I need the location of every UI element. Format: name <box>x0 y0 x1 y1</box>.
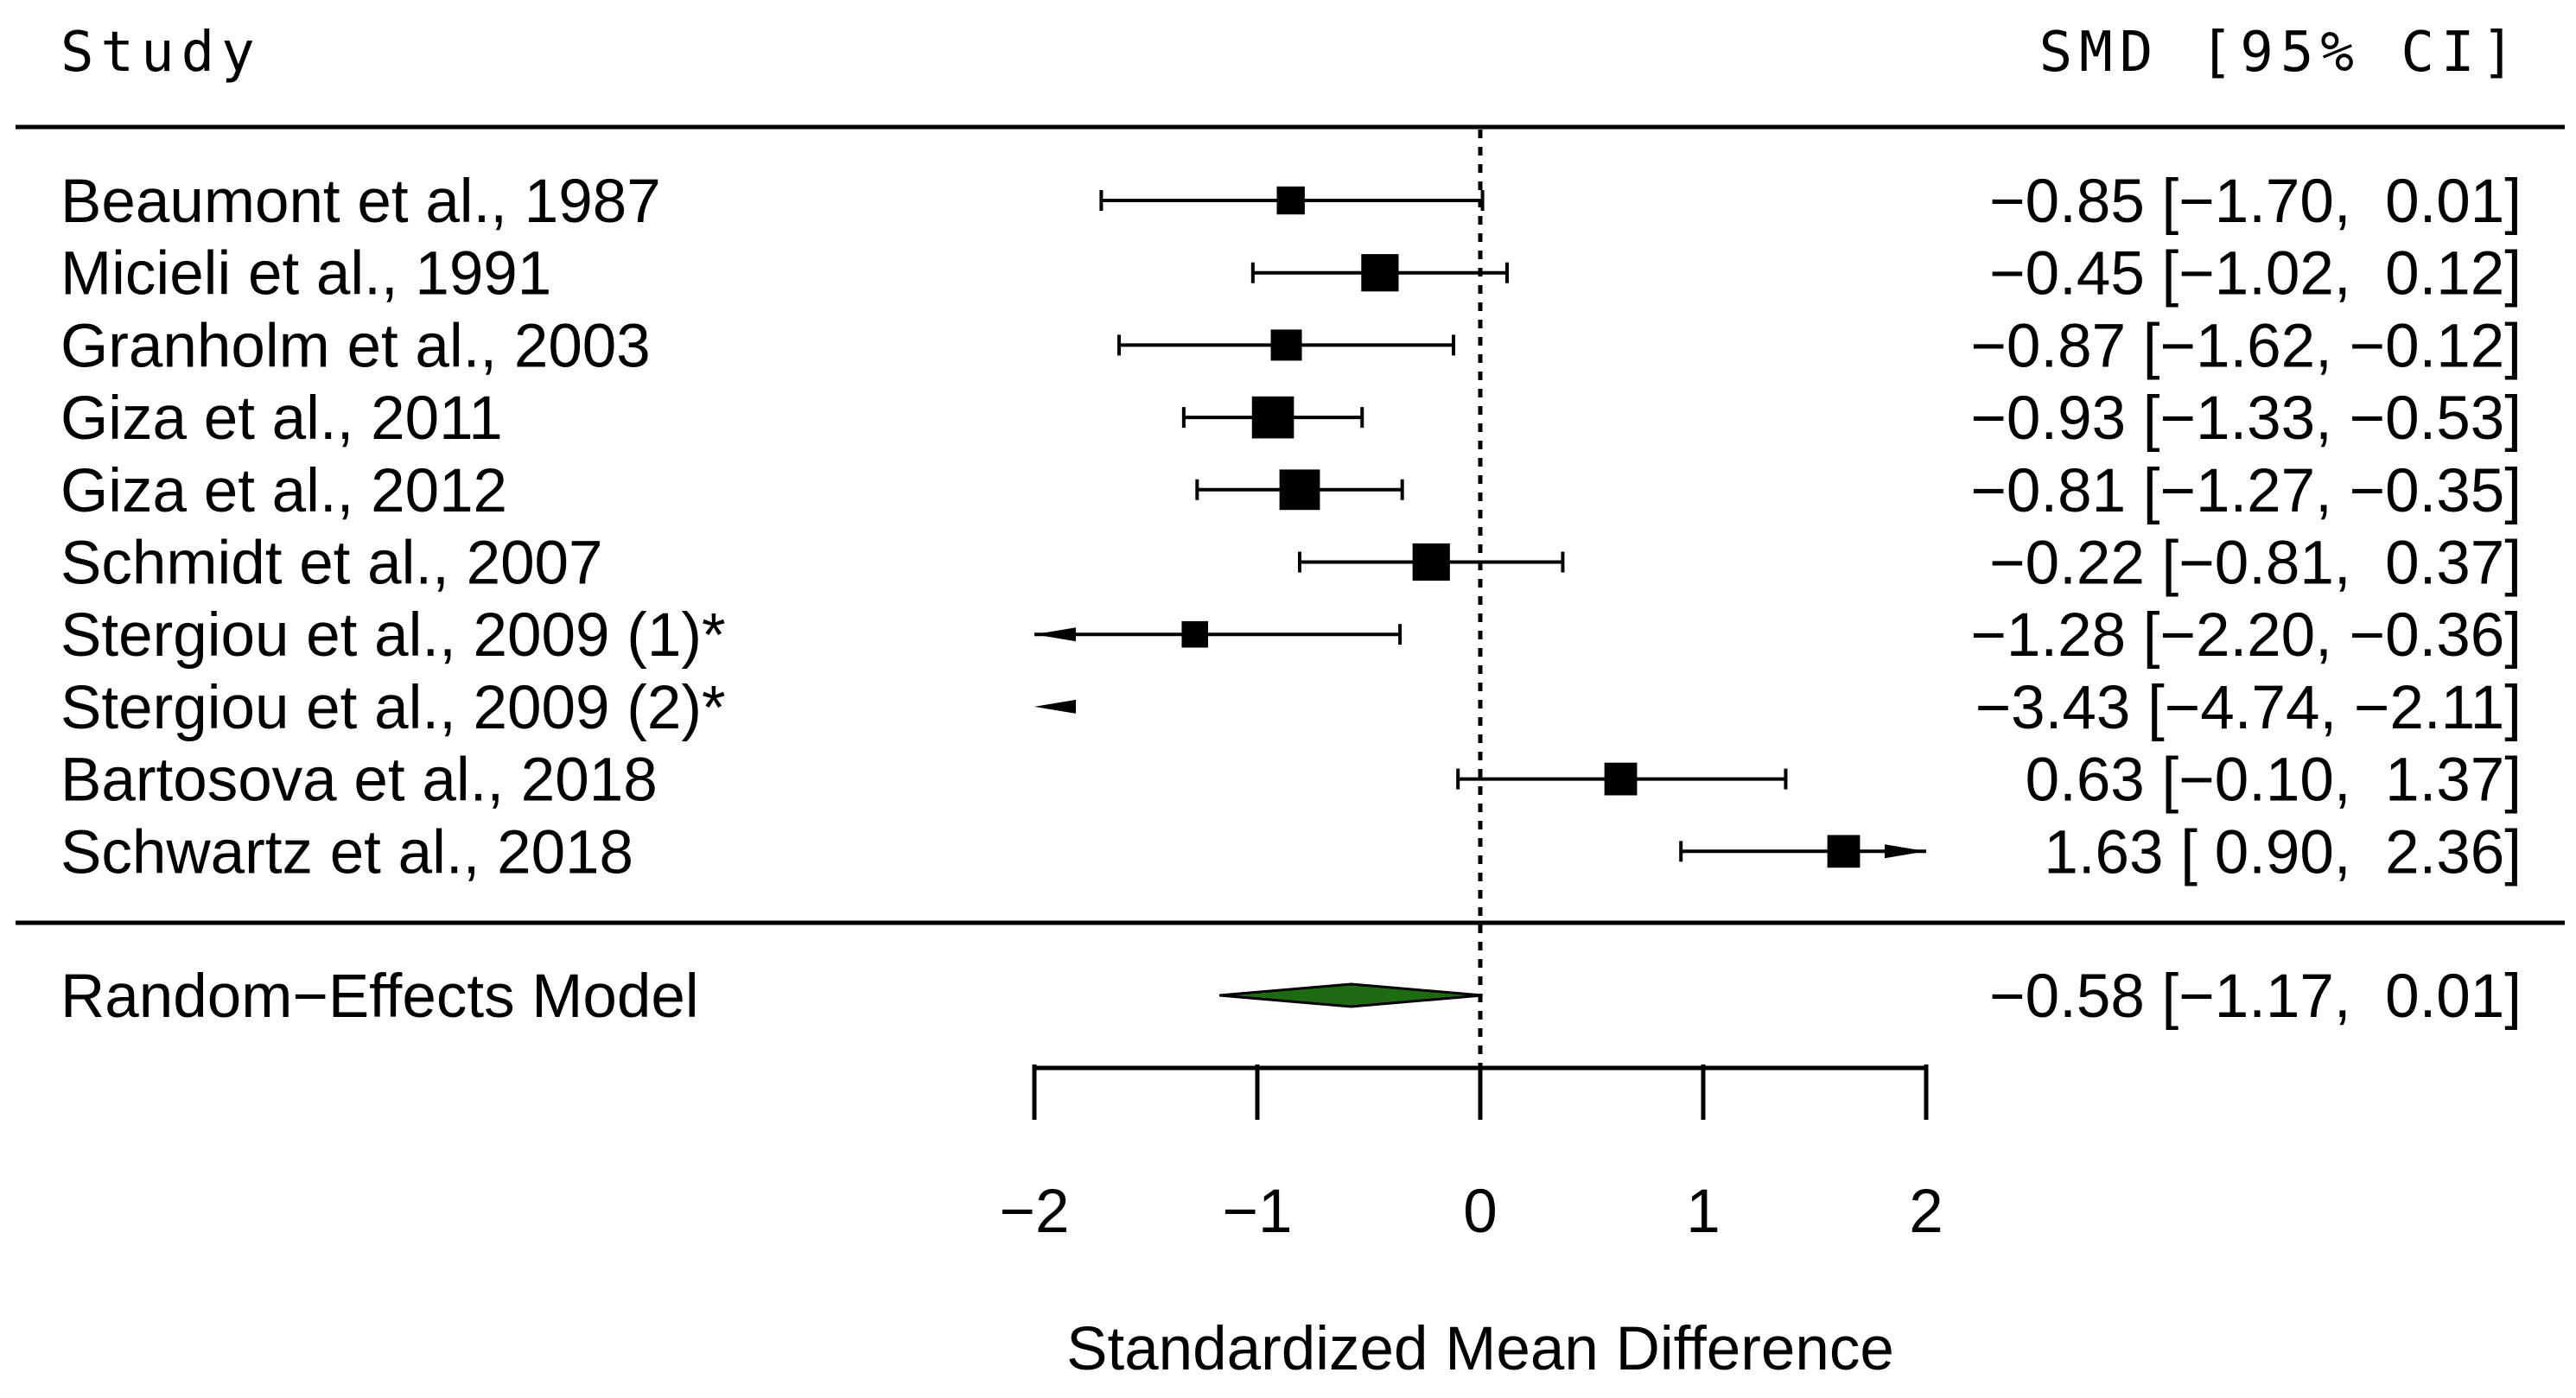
study-label: Schmidt et al., 2007 <box>60 530 603 598</box>
study-effect-text: 1.63 [ 0.90, 2.36] <box>2044 818 2522 886</box>
ci-arrow-left <box>1034 699 1076 714</box>
study-effect-text: −0.81 [−1.27, −0.35] <box>1970 457 2522 525</box>
tick-label: −2 <box>1000 1178 1070 1246</box>
study-point <box>1279 469 1320 511</box>
study-label: Giza et al., 2011 <box>60 384 503 453</box>
study-effect-text: −0.85 [−1.70, 0.01] <box>1989 168 2522 236</box>
study-label: Giza et al., 2012 <box>60 457 507 525</box>
study-point <box>1276 186 1305 215</box>
study-point <box>1181 620 1209 648</box>
summary-diamond <box>1219 982 1483 1008</box>
study-effect-text: −0.93 [−1.33, −0.53] <box>1970 384 2522 453</box>
study-effect-text: −0.45 [−1.02, 0.12] <box>1989 240 2522 308</box>
study-label: Stergiou et al., 2009 (1)* <box>60 601 726 670</box>
tick-label: 0 <box>1463 1178 1498 1246</box>
study-effect-text: −1.28 [−2.20, −0.36] <box>1970 601 2522 670</box>
study-point <box>1412 543 1450 581</box>
header-study: Study <box>60 21 262 85</box>
study-effect-text: −0.22 [−0.81, 0.37] <box>1989 530 2522 598</box>
study-effect-text: −0.87 [−1.62, −0.12] <box>1970 312 2522 380</box>
summary-effect-text: −0.58 [−1.17, 0.01] <box>1989 963 2522 1031</box>
study-point <box>1251 396 1294 439</box>
study-label: Beaumont et al., 1987 <box>60 168 661 236</box>
study-label: Schwartz et al., 2018 <box>60 818 633 886</box>
study-label: Bartosova et al., 2018 <box>60 747 658 815</box>
x-axis: −2 −1 0 1 2 <box>1000 1064 1943 1246</box>
x-axis-label: Standardized Mean Difference <box>1066 1315 1894 1383</box>
study-label: Micieli et al., 1991 <box>60 240 551 308</box>
summary-label: Random−Effects Model <box>60 963 699 1031</box>
study-point <box>1270 329 1302 361</box>
header-effect: SMD [95% CI] <box>2039 21 2522 85</box>
ci-arrow-right <box>1885 844 1926 859</box>
ci-arrow-left <box>1034 627 1076 642</box>
study-effect-text: −3.43 [−4.74, −2.11] <box>1975 674 2522 742</box>
study-point <box>1827 835 1860 868</box>
tick-label: 2 <box>1909 1178 1943 1246</box>
study-label: Granholm et al., 2003 <box>60 312 651 380</box>
tick-label: 1 <box>1686 1178 1721 1246</box>
tick-label: −1 <box>1223 1178 1293 1246</box>
study-point <box>1604 762 1638 796</box>
study-label: Stergiou et al., 2009 (2)* <box>60 674 726 742</box>
study-effect-text: 0.63 [−0.10, 1.37] <box>2026 747 2522 815</box>
study-rows: Beaumont et al., 1987 −0.85 [−1.70, 0.01]… <box>60 130 2522 1068</box>
study-point <box>1361 254 1399 292</box>
